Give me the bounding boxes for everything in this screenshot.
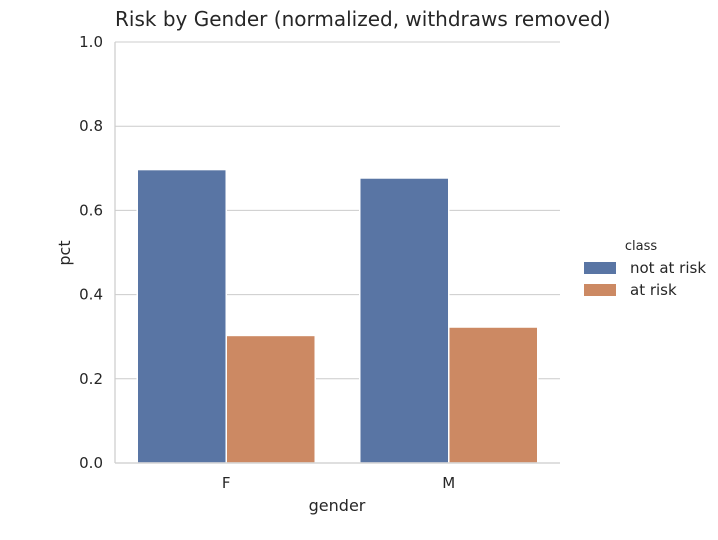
- legend-swatch: [584, 262, 616, 274]
- x-tick-label: M: [442, 474, 455, 492]
- legend: class not at risk at risk: [584, 239, 706, 299]
- y-tick-labels: 0.0 0.2 0.4 0.6 0.8 1.0: [79, 33, 103, 472]
- bar-not-at-risk-F: [136, 168, 227, 464]
- y-axis-label: pct: [55, 240, 74, 265]
- x-axis-label: gender: [309, 496, 366, 515]
- legend-label: at risk: [630, 281, 677, 299]
- y-tick-label: 0.6: [79, 201, 103, 219]
- bar-at-risk-M: [448, 326, 539, 464]
- y-tick-label: 0.0: [79, 454, 103, 472]
- chart-title: Risk by Gender (normalized, withdraws re…: [115, 7, 611, 31]
- y-tick-label: 0.2: [79, 370, 103, 388]
- legend-swatch: [584, 284, 616, 296]
- legend-items: not at risk at risk: [584, 259, 706, 299]
- legend-label: not at risk: [630, 259, 706, 277]
- bar-not-at-risk-M: [359, 177, 450, 464]
- y-tick-label: 0.4: [79, 286, 103, 304]
- y-tick-label: 1.0: [79, 33, 103, 51]
- x-tick-label: F: [222, 474, 231, 492]
- legend-title: class: [625, 239, 657, 254]
- bars: [136, 168, 539, 464]
- y-tick-label: 0.8: [79, 117, 103, 135]
- bar-at-risk-F: [225, 334, 316, 464]
